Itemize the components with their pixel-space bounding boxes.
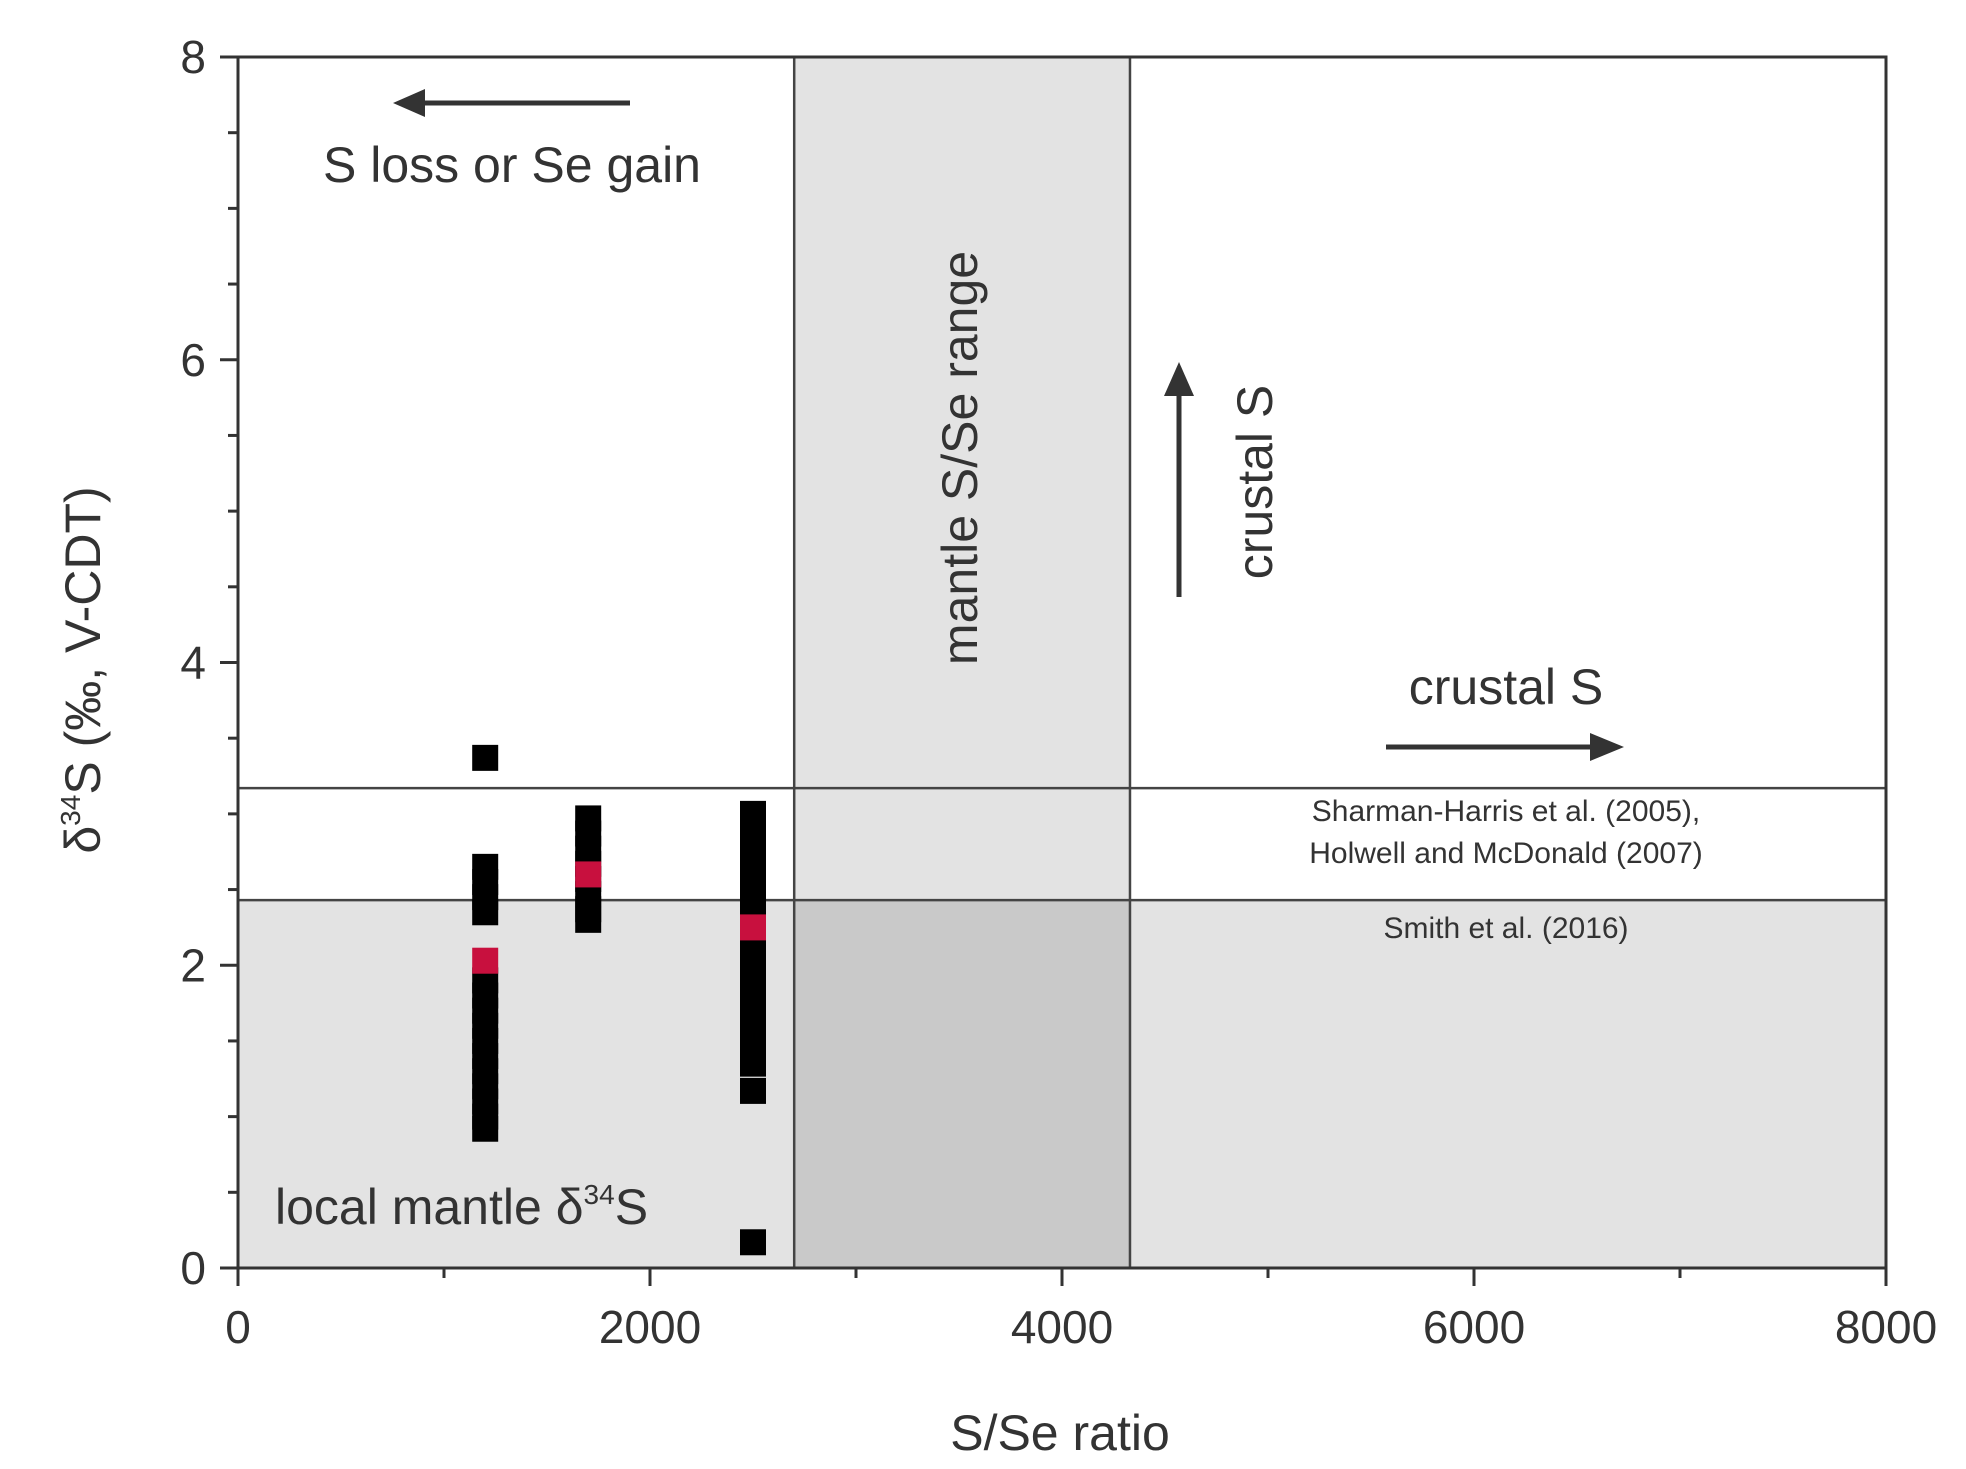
samples-point <box>472 899 499 926</box>
shaded-regions <box>238 57 1886 1268</box>
x-tick-label: 6000 <box>1423 1301 1525 1353</box>
y-tick-label: 4 <box>180 637 206 689</box>
reference-lines <box>238 57 1886 1268</box>
local-mantle-text: local mantle δ <box>275 1179 584 1235</box>
y-tick-label: 6 <box>180 334 206 386</box>
y-axis-label-rest: S (‰, V-CDT) <box>55 486 111 794</box>
x-axis-label: S/Se ratio <box>950 1405 1170 1461</box>
axis-ticks <box>220 55 1888 1286</box>
x-tick-label: 2000 <box>599 1301 701 1353</box>
s-loss-annotation: S loss or Se gain <box>323 137 701 193</box>
local-mantle-end: S <box>615 1179 648 1235</box>
means-point <box>740 914 766 941</box>
y-tick-label: 8 <box>180 31 206 83</box>
samples-point <box>740 1229 766 1256</box>
samples-point <box>740 1050 766 1077</box>
ref-annotation-line1: Sharman-Harris et al. (2005), <box>1312 795 1700 828</box>
arrow-up <box>1164 362 1194 597</box>
data-points <box>472 744 766 1256</box>
y-tick-label: 2 <box>180 939 206 991</box>
samples-point <box>472 744 499 771</box>
means-point <box>472 947 499 974</box>
samples-point <box>472 1115 499 1142</box>
x-tick-label: 4000 <box>1011 1301 1113 1353</box>
local-mantle-annotation: local mantle δ34S <box>275 1179 648 1235</box>
arrow-left <box>393 89 630 117</box>
smith-annotation: Smith et al. (2016) <box>1383 912 1628 945</box>
samples-point <box>740 1077 766 1104</box>
y-axis-label-delta: δ <box>55 826 111 854</box>
crustal-right-annotation: crustal S <box>1409 659 1604 715</box>
region-overlap <box>794 900 1130 1268</box>
arrow-right <box>1386 733 1624 761</box>
mantle-range-annotation: mantle S/Se range <box>932 251 988 665</box>
y-axis-label: δ34S (‰, V-CDT) <box>55 486 111 853</box>
y-tick-label: 0 <box>180 1242 206 1294</box>
samples-point <box>575 906 602 933</box>
means-point <box>575 861 602 888</box>
local-mantle-sup: 34 <box>584 1179 615 1210</box>
axis-tick-labels: 0 2000 4000 6000 8000 0 2 4 6 8 <box>180 31 1937 1353</box>
ref-annotation-line2: Holwell and McDonald (2007) <box>1309 837 1703 870</box>
crustal-up-annotation: crustal S <box>1227 385 1283 580</box>
x-tick-label: 8000 <box>1835 1301 1937 1353</box>
y-axis-label-sup: 34 <box>55 795 86 826</box>
x-tick-label: 0 <box>225 1301 251 1353</box>
